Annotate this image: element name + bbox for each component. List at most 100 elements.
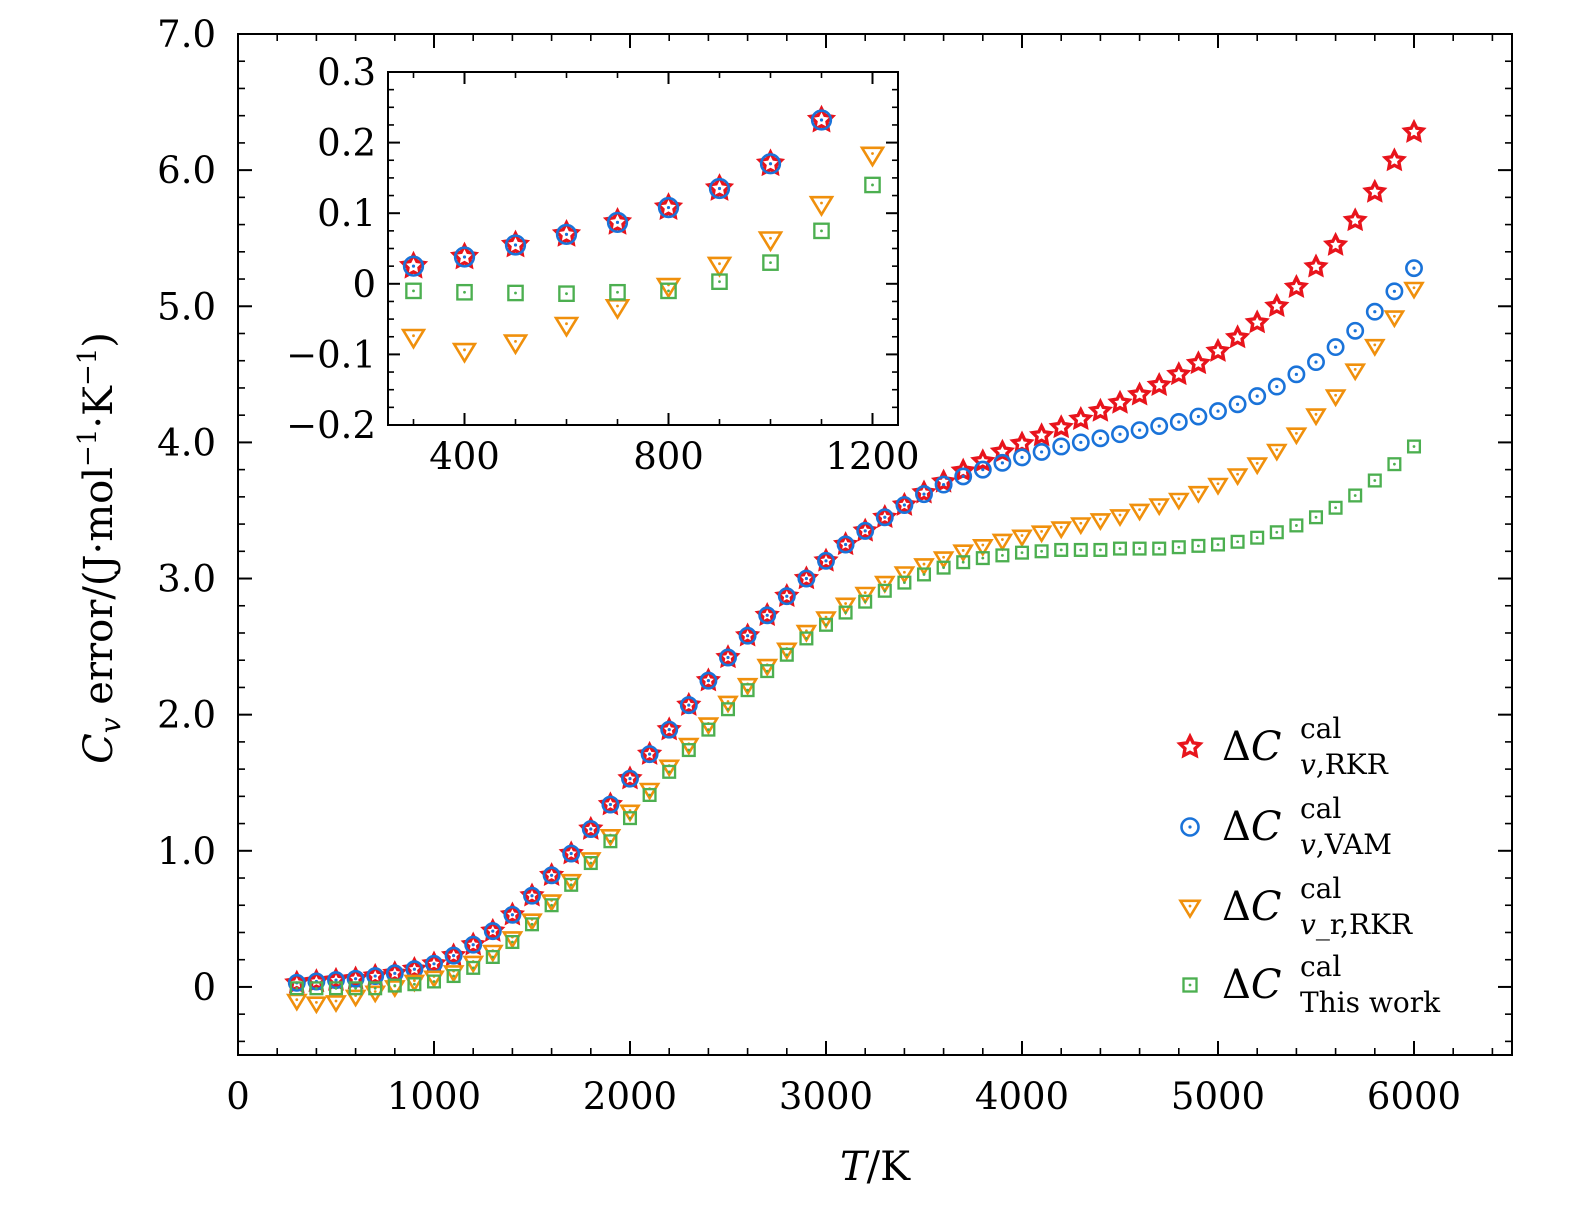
data-point-circle: [503, 905, 522, 924]
data-point-star: [1244, 309, 1270, 334]
data-point-square: [1250, 530, 1265, 545]
data-point-star: [1224, 324, 1251, 349]
legend-main-c: C: [1251, 804, 1282, 850]
inset-y-tick-label: −0.1: [286, 333, 376, 376]
data-point-triangle-down: [403, 974, 426, 993]
data-point-square: [368, 981, 383, 996]
data-point-square: [1171, 540, 1186, 555]
data-point-triangle-down: [991, 533, 1014, 552]
data-point-square: [583, 856, 598, 871]
inset-data-point-triangle-down: [400, 328, 427, 350]
x-tick-label: 1000: [387, 1075, 481, 1118]
legend-label: ΔC: [1222, 962, 1282, 1008]
legend-main: Δ: [1222, 962, 1251, 1008]
inset-data-point-square: [405, 282, 422, 300]
data-point-triangle-down: [932, 551, 955, 570]
inset-data-point-triangle-down: [451, 342, 478, 364]
data-point-circle: [1150, 417, 1169, 436]
data-point-circle: [346, 969, 365, 988]
data-point-circle: [679, 696, 698, 715]
legend-marker-triangle-down: [1178, 899, 1202, 920]
data-point-circle: [954, 467, 973, 486]
legend-sub: v_r,RKR: [1300, 908, 1413, 941]
data-point-triangle-down: [971, 538, 994, 557]
inset-x-tick-label: 1200: [825, 435, 919, 478]
data-point-triangle-down: [1363, 338, 1386, 357]
data-point-triangle-down: [1324, 389, 1347, 408]
y-tick-label: 3.0: [157, 558, 216, 601]
data-point-circle: [1169, 413, 1188, 431]
data-point-square: [1014, 545, 1030, 560]
inset-data-point-square: [660, 282, 677, 300]
data-point-triangle-down: [305, 996, 328, 1015]
data-point-circle: [444, 946, 463, 965]
data-point-square: [1387, 457, 1402, 472]
data-point-star: [1028, 422, 1055, 447]
data-point-square: [1112, 541, 1128, 556]
inset-y-tick-label: −0.2: [286, 404, 376, 447]
inset-data-point-circle: [810, 109, 833, 131]
legend-sup: cal: [1300, 792, 1341, 825]
data-point-square: [1132, 541, 1147, 556]
data-point-circle: [1091, 429, 1110, 448]
data-point-circle: [699, 671, 718, 690]
legend-sup: cal: [1300, 872, 1341, 905]
inset-x-tick-label: 400: [429, 435, 500, 478]
data-point-triangle-down: [1167, 492, 1190, 511]
inset-data-point-triangle-down: [859, 146, 886, 168]
data-point-square: [1073, 542, 1088, 557]
inset-y-tick-label: 0.3: [317, 51, 376, 94]
data-point-square: [799, 631, 814, 646]
data-point-square: [779, 647, 794, 662]
y-tick-label: 2.0: [157, 694, 216, 737]
inset-data-point-circle: [555, 223, 578, 246]
data-point-circle: [934, 475, 953, 494]
data-point-circle: [1287, 365, 1306, 384]
data-point-square: [1210, 537, 1226, 552]
data-point-circle: [562, 844, 581, 863]
data-point-circle: [836, 535, 855, 554]
data-point-circle: [973, 460, 992, 479]
data-point-circle: [1326, 338, 1345, 357]
inset-data-point-square: [864, 176, 881, 194]
inset-data-point-square: [762, 254, 779, 271]
data-point-square: [348, 981, 363, 996]
data-point-square: [936, 560, 951, 575]
inset-x-tick-label: 800: [633, 435, 704, 478]
data-point-circle: [542, 866, 561, 885]
data-point-square: [1367, 473, 1382, 488]
data-point-circle: [464, 935, 483, 954]
data-point-triangle-down: [1128, 503, 1151, 522]
data-point-square: [387, 978, 402, 993]
data-point-triangle-down: [1109, 509, 1131, 528]
data-point-triangle-down: [1403, 281, 1425, 300]
data-point-star: [1126, 381, 1153, 406]
data-point-circle: [1248, 387, 1267, 406]
data-point-square: [916, 567, 932, 582]
data-point-circle: [1130, 421, 1149, 440]
data-point-square: [662, 764, 677, 779]
data-point-circle: [1405, 259, 1423, 278]
data-point-circle: [777, 587, 796, 606]
data-point-star: [1303, 253, 1329, 278]
legend-main: Δ: [1222, 724, 1251, 770]
x-tick-label: 6000: [1367, 1075, 1461, 1118]
data-point-star: [1205, 337, 1231, 362]
legend-label: ΔC: [1222, 724, 1282, 770]
data-point-star: [970, 448, 996, 473]
data-point-star: [1283, 274, 1310, 299]
inset-data-point-triangle-down: [502, 334, 529, 356]
data-point-triangle-down: [1344, 363, 1367, 382]
inset-series-triangle-down: [400, 146, 886, 364]
data-point-square: [524, 917, 540, 932]
data-point-star: [1381, 147, 1408, 172]
data-point-square: [289, 981, 304, 996]
data-point-circle: [993, 453, 1012, 472]
inset-data-point-square: [711, 273, 728, 291]
data-point-square: [858, 594, 873, 609]
inset-data-point-triangle-down: [757, 231, 784, 253]
legend-sub: v,VAM: [1300, 828, 1392, 861]
series-square: [289, 439, 1422, 996]
data-point-circle: [1267, 377, 1286, 396]
data-point-square: [1406, 439, 1422, 454]
